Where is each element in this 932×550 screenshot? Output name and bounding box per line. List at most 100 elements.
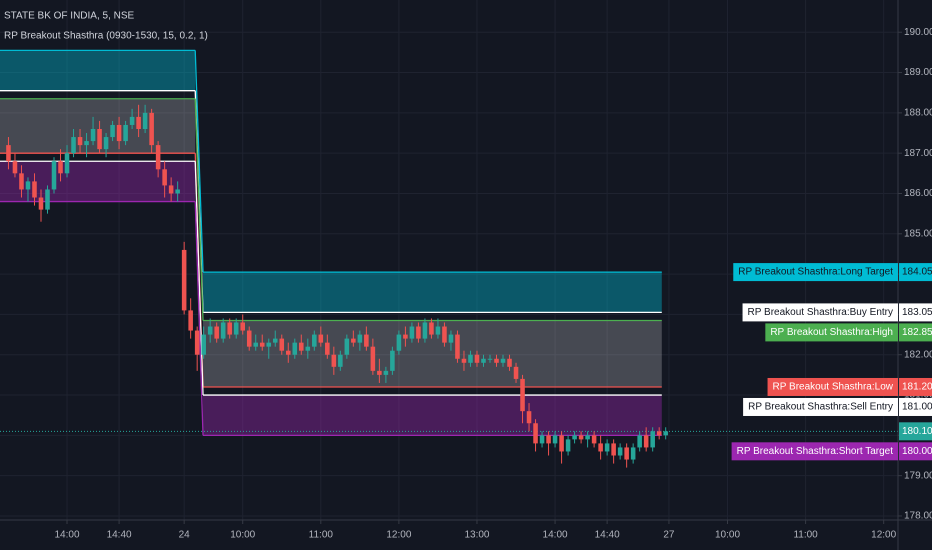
level-value-label: 180.00 — [902, 446, 932, 457]
x-tick-label: 11:00 — [309, 530, 334, 541]
candle-body — [617, 447, 623, 456]
zone-fill — [203, 272, 662, 313]
candle-body — [364, 334, 369, 347]
candle-body — [546, 435, 551, 444]
candle-body — [116, 124, 122, 142]
y-tick-label: 178.00 — [904, 511, 932, 522]
candle-body — [390, 350, 395, 371]
candle-body — [272, 338, 278, 343]
level-value-box — [899, 377, 932, 396]
candle-body — [240, 322, 245, 331]
candle-body — [207, 326, 213, 335]
level-label: RP Breakout Shasthra:Long Target — [738, 267, 893, 278]
candle-body — [338, 354, 343, 367]
candle-body — [487, 358, 493, 360]
candle-body — [51, 161, 57, 190]
candle-body — [123, 124, 128, 142]
candle-body — [58, 161, 63, 174]
level-label: RP Breakout Shasthra:Sell Entry — [748, 402, 893, 413]
candle-body — [656, 431, 662, 436]
candle-body — [643, 435, 649, 448]
last-price-label: 180.10 — [902, 426, 932, 437]
candle-body — [253, 342, 259, 347]
candle-body — [64, 153, 70, 174]
level-value-label: 181.20 — [902, 382, 932, 393]
candle-body — [357, 334, 363, 343]
candle-body — [97, 128, 102, 150]
candle-body — [637, 435, 642, 448]
level-label: RP Breakout Shasthra:Short Target — [737, 446, 894, 457]
x-tick-label: 13:00 — [464, 530, 489, 541]
candle-body — [572, 435, 577, 440]
candle-body — [194, 330, 200, 355]
candle-body — [90, 128, 96, 142]
candle-body — [559, 435, 564, 452]
candle-body — [155, 145, 161, 170]
candle-body — [526, 411, 532, 424]
candle-body — [539, 435, 545, 444]
candle-body — [396, 334, 402, 351]
chart-title: STATE BK OF INDIA, 5, NSE — [4, 11, 135, 22]
candle-body — [142, 112, 148, 129]
candle-body — [650, 431, 655, 448]
y-tick-label: 190.00 — [904, 27, 932, 38]
candle-body — [45, 189, 50, 210]
candle-body — [299, 342, 304, 351]
candle-body — [513, 366, 519, 379]
candle-body — [318, 334, 324, 343]
level-connector — [194, 50, 204, 273]
candle-body — [507, 358, 512, 367]
candle-body — [598, 443, 603, 452]
candle-body — [110, 124, 115, 138]
candle-body — [630, 447, 636, 460]
candle-body — [266, 342, 272, 347]
candle-body — [103, 137, 109, 150]
x-tick-label: 14:40 — [595, 530, 620, 541]
level-connector — [194, 201, 204, 436]
candle-body — [220, 322, 226, 339]
labels: RP Breakout Shasthra:Long Target 184.05 RP… — [731, 263, 932, 461]
candle-body — [325, 342, 330, 355]
candle-body — [474, 354, 480, 363]
y-tick-label: 189.00 — [904, 67, 932, 78]
candle-body — [377, 370, 382, 375]
candle-body — [403, 334, 408, 339]
zone-fill — [0, 50, 196, 91]
candle-body — [38, 197, 44, 210]
candle-body — [25, 181, 31, 190]
candle-body — [585, 435, 590, 440]
candle-body — [149, 112, 154, 146]
candle-body — [279, 338, 285, 351]
candle-body — [578, 435, 584, 440]
level-label: RP Breakout Shasthra:High — [770, 327, 893, 338]
candle-body — [416, 326, 421, 339]
candle-body — [6, 145, 11, 162]
candles — [6, 104, 668, 468]
candle-body — [344, 338, 350, 355]
candle-body — [409, 326, 415, 339]
candle-body — [500, 358, 506, 363]
level-value-label: 181.00 — [902, 402, 932, 413]
y-tick-label: 187.00 — [904, 148, 932, 159]
candle-body — [624, 447, 629, 460]
candle-body — [383, 370, 389, 375]
y-tick-label: 182.00 — [904, 349, 932, 360]
candle-body — [227, 322, 232, 335]
level-label-box — [742, 303, 898, 322]
candle-body — [611, 443, 616, 456]
y-tick-label: 186.00 — [904, 188, 932, 199]
candle-body — [533, 423, 538, 444]
candle-body — [468, 354, 473, 363]
level-label-box — [765, 323, 898, 342]
candle-body — [201, 334, 206, 355]
x-tick-label: 14:40 — [107, 530, 132, 541]
level-label: RP Breakout Shasthra:Buy Entry — [748, 307, 893, 318]
last-price-box — [899, 422, 932, 441]
y-tick-label: 179.00 — [904, 470, 932, 481]
candle-body — [285, 350, 291, 355]
candle-body — [214, 326, 219, 339]
candle-body — [175, 189, 180, 194]
candle-body — [435, 326, 441, 335]
